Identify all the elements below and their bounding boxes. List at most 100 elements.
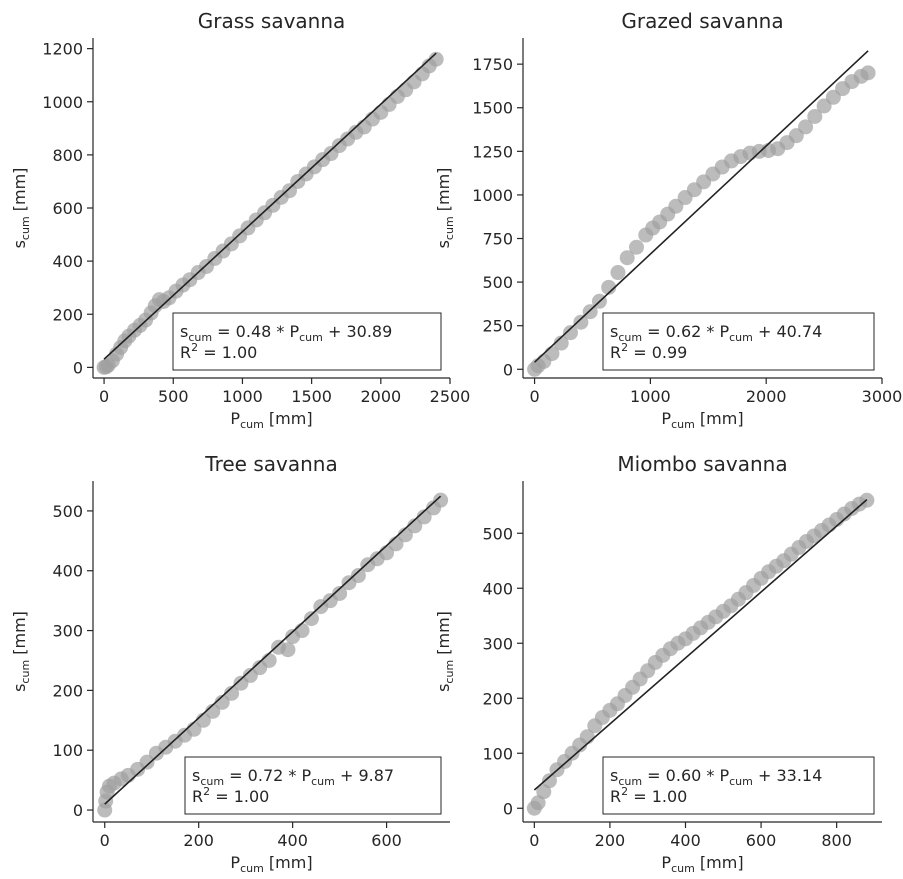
y-tick-label: 250 [482,317,513,336]
regression-line [533,499,868,791]
x-tick-label: 0 [99,387,109,406]
y-tick-label: 1000 [472,186,513,205]
data-point [628,239,644,255]
y-tick-label: 1500 [472,99,513,118]
y-tick-label: 100 [482,744,513,763]
regression-equation: scum = 0.48 * Pcum + 30.89 [180,322,392,344]
data-point [860,65,876,81]
regression-equation: scum = 0.60 * Pcum + 33.14 [610,766,822,788]
equation-box [184,756,442,815]
panel-title: Grazed savanna [621,9,783,33]
panel-2: Grazed savanna 0 1000 2000 3000 0 250 500 750 100… [434,9,902,431]
panel-3: Tree savanna 0 200 400 600 0 100 200 300 400 500 Pc… [10,452,450,875]
regression-line [534,50,869,363]
data-point [416,509,432,525]
x-tick-label: 0 [529,831,539,850]
y-tick-label: 400 [52,252,83,271]
data-point [294,623,310,639]
data-point [139,754,155,770]
y-tick-label: 400 [482,579,513,598]
data-point [350,568,366,584]
x-tick-label: 1000 [222,387,263,406]
y-tick-label: 0 [73,358,83,377]
data-point [224,685,240,701]
panel-title: Tree savanna [204,452,337,476]
y-tick-label: 800 [52,146,83,165]
panel-1: Grass savanna 0 500 1000 1500 2000 2500 0 200 400… [10,9,470,431]
data-point [798,119,814,135]
x-tick-label: 2000 [360,387,401,406]
data-point [214,694,230,710]
y-axis-label: scum [mm] [10,611,32,692]
data-point [433,492,449,508]
x-axis-label: Pcum [mm] [230,853,312,875]
data-point [573,314,589,330]
data-point [280,642,296,658]
y-tick-label: 200 [52,681,83,700]
r-squared-label: R2 = 1.00 [192,785,269,806]
data-point [610,265,626,281]
y-tick-label: 500 [482,273,513,292]
data-point [541,773,557,789]
x-tick-label: 500 [158,387,189,406]
y-tick-label: 200 [52,305,83,324]
x-tick-label: 2500 [430,387,471,406]
x-tick-label: 3000 [862,387,903,406]
data-point [619,250,635,266]
data-point [332,585,348,601]
regression-line [104,495,442,805]
equation-box [172,312,442,371]
data-point [582,304,598,320]
x-tick-label: 400 [670,831,701,850]
data-point [562,325,578,341]
y-tick-label: 1000 [42,93,83,112]
data-point [553,335,569,351]
data-point [407,518,423,534]
x-tick-label: 400 [277,831,308,850]
data-point [807,108,823,124]
regression-equation: scum = 0.72 * Pcum + 9.87 [192,766,394,788]
y-tick-label: 0 [73,801,83,820]
y-tick-label: 200 [482,689,513,708]
panel-4: Miombo savanna 0 200 400 600 800 0 100 200 300 400… [434,452,882,875]
panel-title: Miombo savanna [617,452,787,476]
y-tick-label: 400 [52,562,83,581]
y-axis-label: scum [mm] [10,168,32,249]
x-tick-label: 1500 [291,387,332,406]
x-axis-label: Pcum [mm] [230,409,312,431]
y-tick-label: 0 [503,360,513,379]
x-tick-label: 0 [100,831,110,850]
equation-box [602,756,875,815]
panel-title: Grass savanna [198,9,346,33]
x-tick-label: 200 [595,831,626,850]
x-tick-label: 600 [371,831,402,850]
y-tick-label: 100 [52,741,83,760]
r-squared-label: R2 = 1.00 [180,341,257,362]
x-tick-label: 0 [529,387,539,406]
r-squared-label: R2 = 0.99 [610,341,687,362]
y-tick-label: 300 [482,634,513,653]
data-point [428,51,444,67]
y-tick-label: 500 [482,524,513,543]
data-point [303,611,319,627]
regression-equation: scum = 0.62 * Pcum + 40.74 [610,322,822,344]
data-point [261,652,277,668]
x-tick-label: 1000 [630,387,671,406]
r-squared-label: R2 = 1.00 [610,785,687,806]
x-tick-label: 2000 [746,387,787,406]
y-tick-label: 300 [52,622,83,641]
x-tick-label: 800 [821,831,852,850]
x-tick-label: 200 [183,831,214,850]
y-axis-label: scum [mm] [434,168,456,249]
y-tick-label: 1250 [472,142,513,161]
x-axis-label: Pcum [mm] [661,409,743,431]
y-tick-label: 750 [482,230,513,249]
x-axis-label: Pcum [mm] [661,853,743,875]
y-tick-label: 500 [52,502,83,521]
y-tick-label: 0 [503,799,513,818]
y-axis-label: scum [mm] [434,611,456,692]
equation-box [602,312,875,371]
y-tick-label: 600 [52,199,83,218]
regression-line [103,52,437,360]
